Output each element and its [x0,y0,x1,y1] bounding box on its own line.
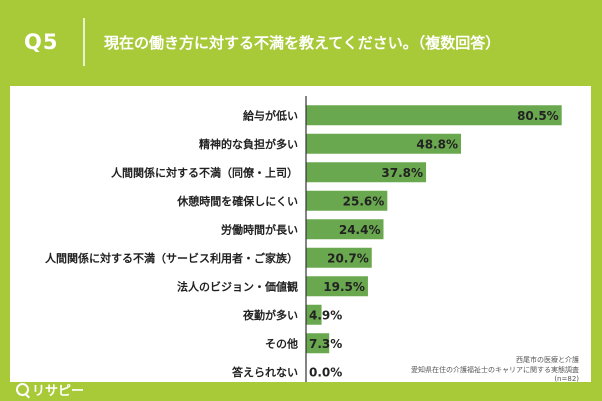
question-number: Q5 [24,30,59,54]
category-label: 答えられない [232,365,298,379]
magnifier-icon [16,382,29,396]
value-label: 25.6% [343,194,385,208]
bar [306,133,462,154]
source-line-3: (n=82) [554,375,579,383]
value-label: 4.9% [309,308,342,322]
bar [306,276,368,297]
bar [306,162,427,183]
category-label: 給与が低い [243,108,298,122]
category-label: 夜勤が多い [242,308,298,322]
value-label: 48.8% [416,137,458,151]
value-label: 20.7% [327,251,369,265]
header-divider [83,18,85,66]
brand-name: リサピー [32,383,85,399]
brand-logo: リサピー [16,380,85,399]
bar [306,247,372,268]
category-label: 労働時間が長い [221,222,298,236]
bar [306,105,562,126]
category-label: 法人のビジョン・価値観 [177,279,298,293]
header: Q5 現在の働き方に対する不満を教えてください。（複数回答） [0,0,602,86]
category-label: その他 [265,336,298,350]
chart-panel: 給与が低い 80.5% 精神的な負担が多い 48.8% 人間関係に対する不満（同僚・上司… [10,86,591,383]
bar [306,304,322,325]
bar [306,190,388,211]
source-line-1: 西尾市の医療と介護 [516,356,579,364]
category-label: 人間関係に対する不満（サービス利用者・ご家族） [45,251,298,265]
value-label: 80.5% [517,109,559,123]
bar [306,219,384,240]
question-title: 現在の働き方に対する不満を教えてください。（複数回答） [104,34,501,52]
category-label: 休憩時間を確保しにくい [176,194,298,208]
bar-chart: 給与が低い 80.5% 精神的な負担が多い 48.8% 人間関係に対する不満（同僚・上司… [45,96,562,382]
bar [306,333,330,354]
source-line-2: 愛知県在住の介護福祉士のキャリアに関する実態調査 [411,366,579,374]
value-label: 7.3% [309,337,342,351]
value-label: 0.0% [309,365,342,379]
value-label: 19.5% [323,280,365,294]
value-label: 24.4% [339,223,381,237]
value-label: 37.8% [381,166,423,180]
category-label: 人間関係に対する不満（同僚・上司） [111,165,298,179]
category-label: 精神的な負担が多い [199,137,298,151]
